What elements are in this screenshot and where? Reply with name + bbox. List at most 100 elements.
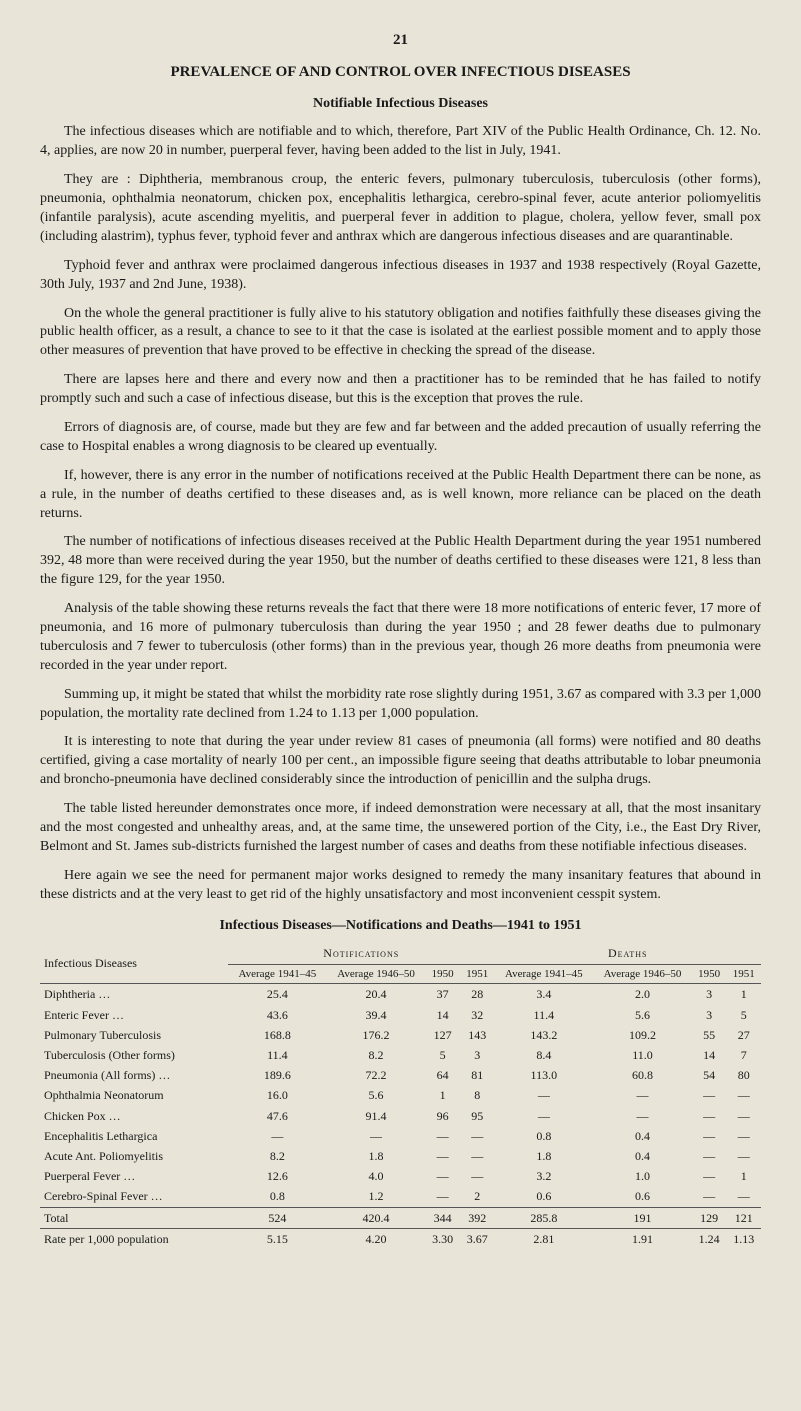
- cell: 95: [460, 1106, 495, 1126]
- paragraph: Analysis of the table showing these retu…: [40, 600, 761, 676]
- table-row: Ophthalmia Neonatorum16.05.618————: [40, 1085, 761, 1105]
- cell: 5.6: [327, 1085, 426, 1105]
- cell: 64: [425, 1065, 460, 1085]
- cell: 14: [692, 1045, 727, 1065]
- cell: 8.2: [327, 1045, 426, 1065]
- paragraph: Errors of diagnosis are, of course, made…: [40, 419, 761, 457]
- cell: 54: [692, 1065, 727, 1085]
- cell: 12.6: [228, 1166, 327, 1186]
- cell: —: [692, 1106, 727, 1126]
- cell: 127: [425, 1025, 460, 1045]
- page-number: 21: [40, 30, 761, 50]
- row-label: Chicken Pox …: [40, 1106, 228, 1126]
- cell: 20.4: [327, 984, 426, 1005]
- cell: 4.20: [327, 1228, 426, 1249]
- cell: 1.2: [327, 1186, 426, 1207]
- table-caption: Infectious Diseases—Notifications and De…: [40, 917, 761, 936]
- cell: 5.6: [593, 1005, 692, 1025]
- cell: 344: [425, 1207, 460, 1228]
- cell: —: [460, 1126, 495, 1146]
- row-label: Total: [40, 1207, 228, 1228]
- cell: 121: [726, 1207, 761, 1228]
- row-label: Encephalitis Lethargica: [40, 1126, 228, 1146]
- subhead: 1951: [460, 964, 495, 984]
- cell: 3.67: [460, 1228, 495, 1249]
- cell: —: [425, 1146, 460, 1166]
- col-header-deaths: Deaths: [494, 943, 761, 964]
- cell: 80: [726, 1065, 761, 1085]
- cell: 176.2: [327, 1025, 426, 1045]
- cell: 28: [460, 984, 495, 1005]
- paragraph: It is interesting to note that during th…: [40, 733, 761, 790]
- cell: 1.91: [593, 1228, 692, 1249]
- row-label: Puerperal Fever …: [40, 1166, 228, 1186]
- cell: 3.4: [494, 984, 593, 1005]
- cell: 524: [228, 1207, 327, 1228]
- cell: 3: [692, 1005, 727, 1025]
- table-row: Encephalitis Lethargica————0.80.4——: [40, 1126, 761, 1146]
- col-header-notifications: Notifications: [228, 943, 494, 964]
- cell: —: [460, 1166, 495, 1186]
- cell: —: [726, 1146, 761, 1166]
- cell: 3: [692, 984, 727, 1005]
- cell: 2.0: [593, 984, 692, 1005]
- cell: —: [726, 1085, 761, 1105]
- cell: 11.0: [593, 1045, 692, 1065]
- cell: —: [726, 1106, 761, 1126]
- paragraph: The infectious diseases which are notifi…: [40, 123, 761, 161]
- cell: 7: [726, 1045, 761, 1065]
- paragraph: Here again we see the need for permanent…: [40, 867, 761, 905]
- cell: 47.6: [228, 1106, 327, 1126]
- subhead: 1951: [726, 964, 761, 984]
- cell: 14: [425, 1005, 460, 1025]
- cell: —: [692, 1085, 727, 1105]
- infectious-diseases-table: Infectious Diseases Notifications Deaths…: [40, 943, 761, 1248]
- cell: 91.4: [327, 1106, 426, 1126]
- cell: —: [692, 1126, 727, 1146]
- cell: 129: [692, 1207, 727, 1228]
- cell: 1: [425, 1085, 460, 1105]
- cell: 72.2: [327, 1065, 426, 1085]
- cell: 1: [726, 1166, 761, 1186]
- cell: 0.4: [593, 1126, 692, 1146]
- row-label: Enteric Fever …: [40, 1005, 228, 1025]
- table-row: Acute Ant. Poliomyelitis8.21.8——1.80.4——: [40, 1146, 761, 1166]
- row-label: Rate per 1,000 population: [40, 1228, 228, 1249]
- table-row: Tuberculosis (Other forms)11.48.2538.411…: [40, 1045, 761, 1065]
- subhead: Average 1946–50: [593, 964, 692, 984]
- cell: 3.2: [494, 1166, 593, 1186]
- cell: 81: [460, 1065, 495, 1085]
- paragraph: There are lapses here and there and ever…: [40, 371, 761, 409]
- cell: 39.4: [327, 1005, 426, 1025]
- cell: 4.0: [327, 1166, 426, 1186]
- table-row: Total524420.4344392285.8191129121: [40, 1207, 761, 1228]
- cell: 8.2: [228, 1146, 327, 1166]
- cell: 0.8: [228, 1186, 327, 1207]
- cell: —: [460, 1146, 495, 1166]
- table-row: Rate per 1,000 population5.154.203.303.6…: [40, 1228, 761, 1249]
- table-row: Cerebro-Spinal Fever …0.81.2—20.60.6——: [40, 1186, 761, 1207]
- cell: —: [692, 1186, 727, 1207]
- cell: 11.4: [228, 1045, 327, 1065]
- cell: 32: [460, 1005, 495, 1025]
- cell: 60.8: [593, 1065, 692, 1085]
- table-row: Pulmonary Tuberculosis168.8176.212714314…: [40, 1025, 761, 1045]
- cell: 143: [460, 1025, 495, 1045]
- cell: —: [327, 1126, 426, 1146]
- cell: —: [692, 1146, 727, 1166]
- cell: 168.8: [228, 1025, 327, 1045]
- cell: 37: [425, 984, 460, 1005]
- row-label: Pneumonia (All forms) …: [40, 1065, 228, 1085]
- subhead: 1950: [425, 964, 460, 984]
- cell: 2: [460, 1186, 495, 1207]
- table-row: Diphtheria …25.420.437283.42.031: [40, 984, 761, 1005]
- cell: 96: [425, 1106, 460, 1126]
- cell: 25.4: [228, 984, 327, 1005]
- cell: 8.4: [494, 1045, 593, 1065]
- subhead: Average 1941–45: [228, 964, 327, 984]
- cell: 109.2: [593, 1025, 692, 1045]
- cell: 5: [425, 1045, 460, 1065]
- subhead: Average 1941–45: [494, 964, 593, 984]
- cell: 55: [692, 1025, 727, 1045]
- paragraph: The number of notifications of infectiou…: [40, 533, 761, 590]
